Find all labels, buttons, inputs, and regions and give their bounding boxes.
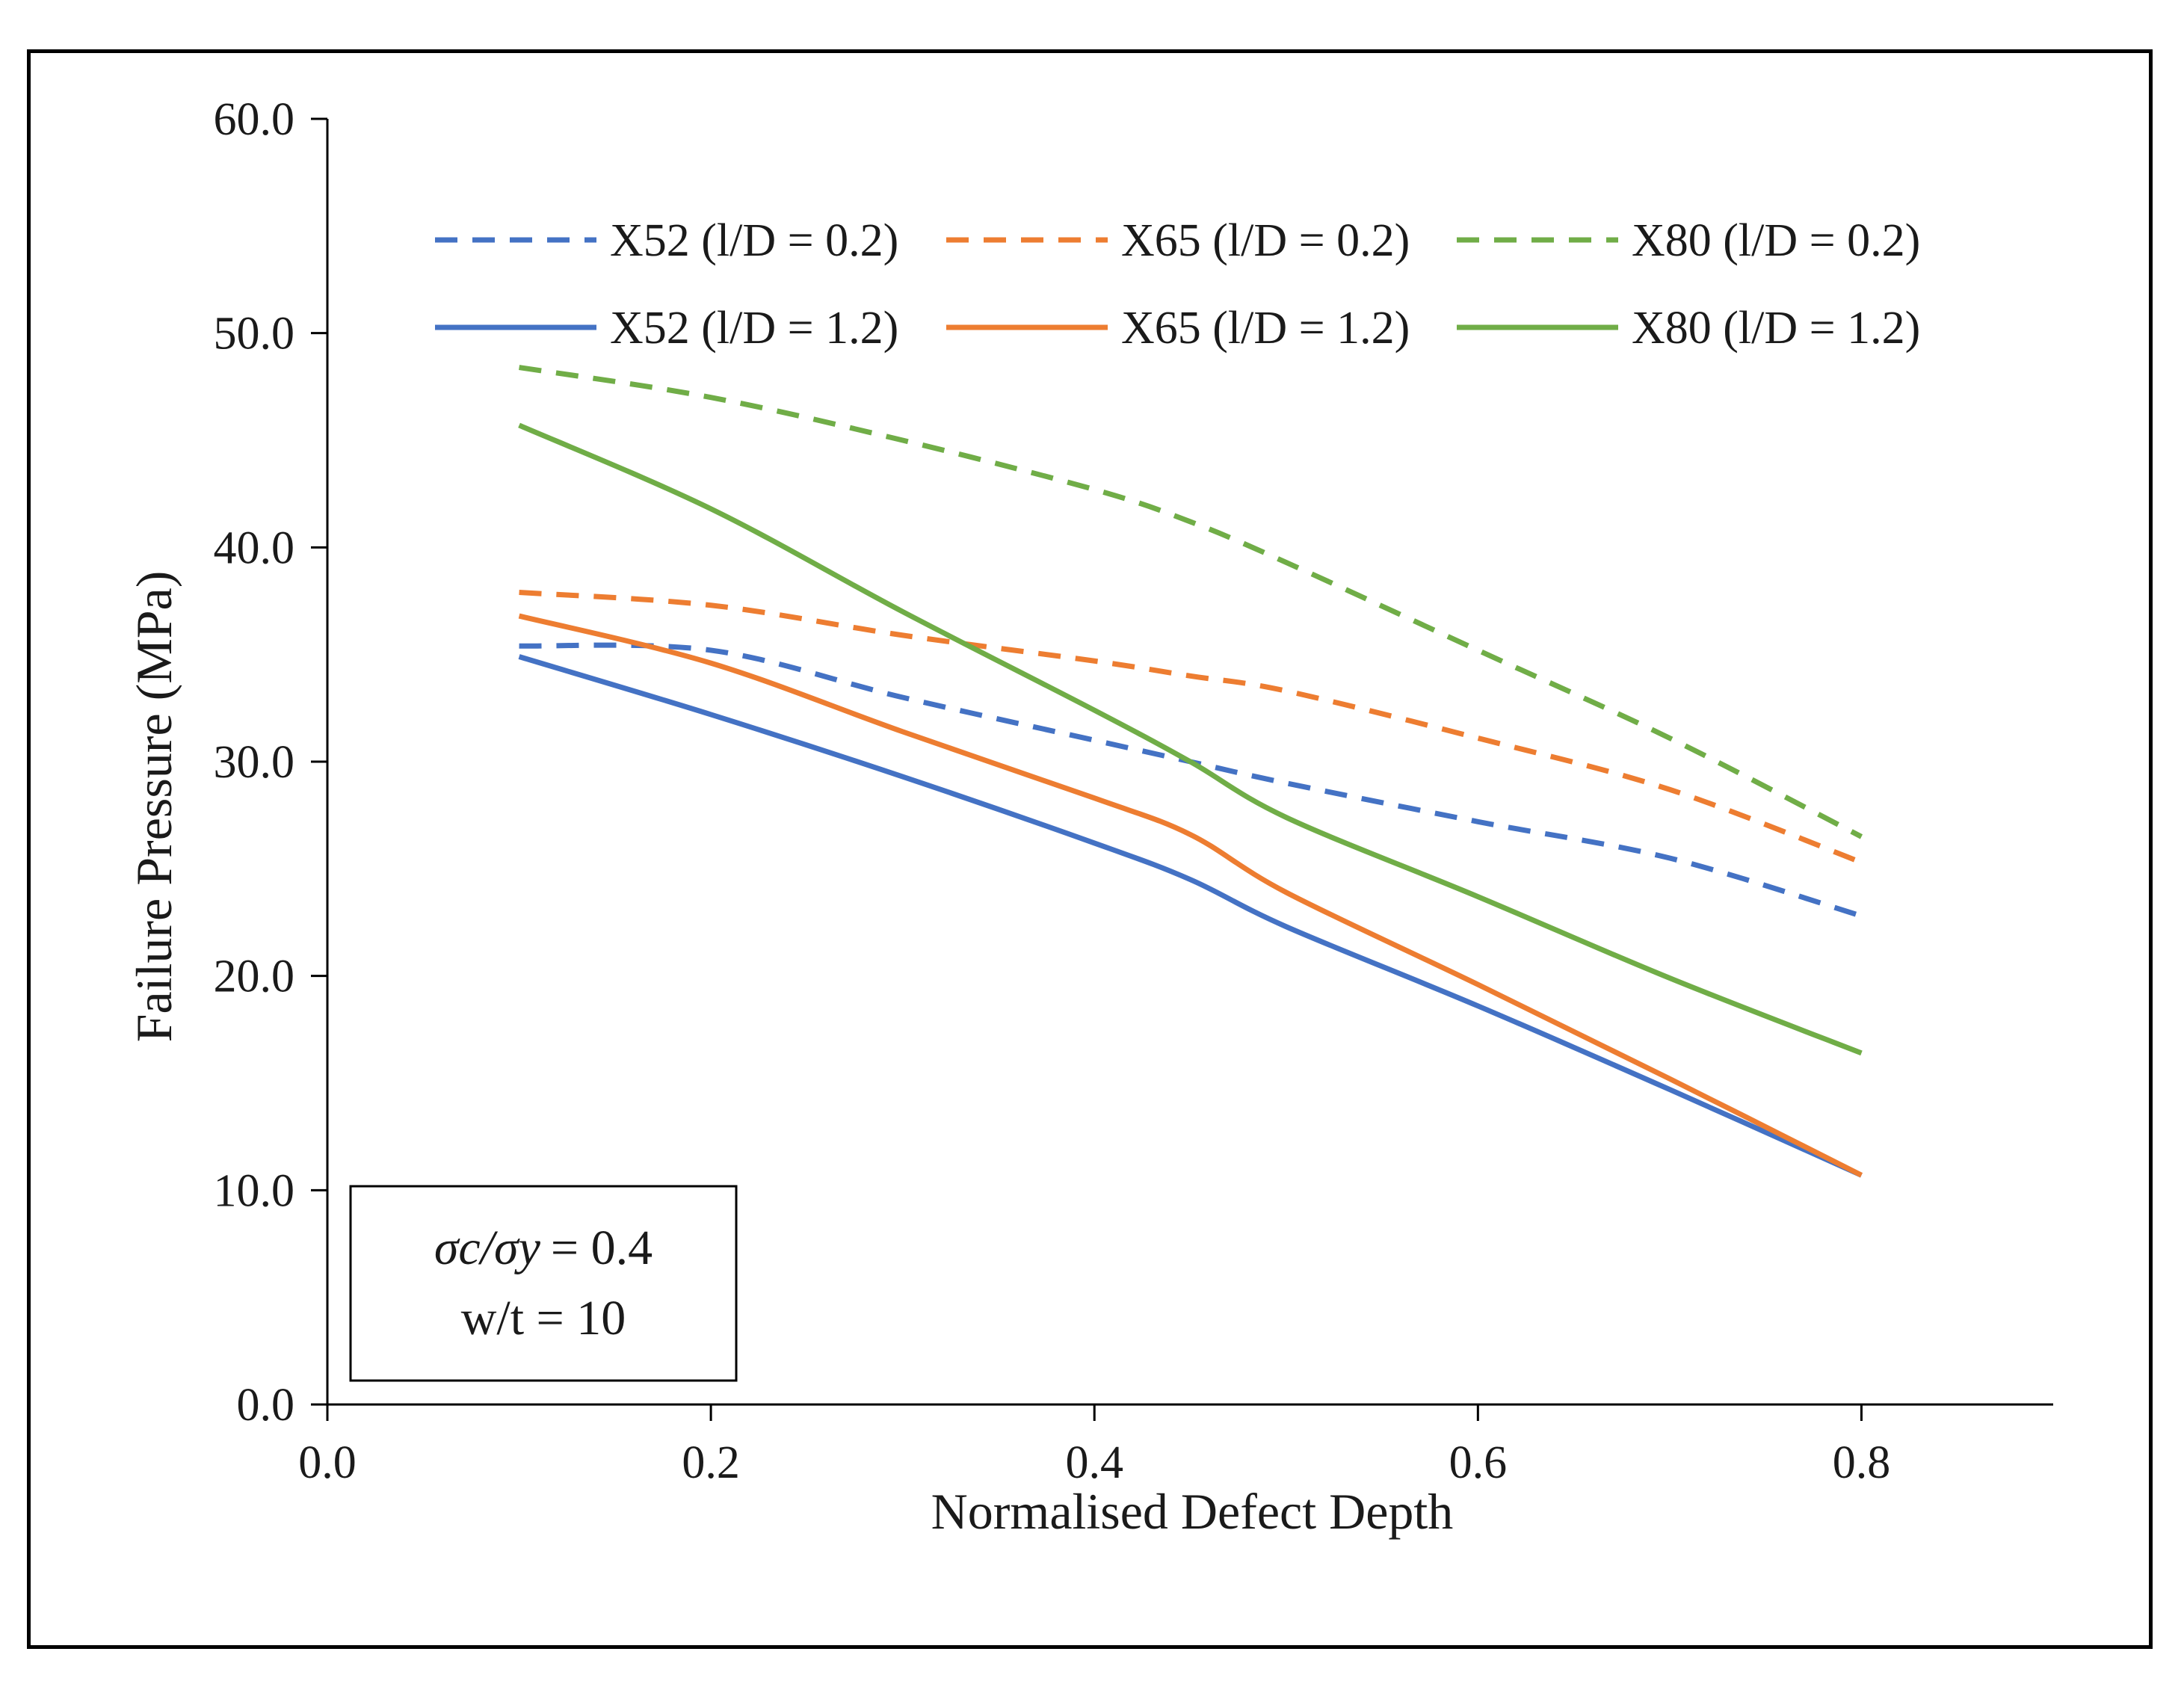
series-line-6 <box>518 422 1863 1056</box>
series-layer <box>518 365 1863 1178</box>
legend-label-1: X52 (l/D = 0.2) <box>610 215 898 266</box>
series-line-4 <box>518 654 1863 1178</box>
y-tick-label: 30.0 <box>214 737 295 788</box>
stress-ratio-symbol: σc/σy <box>434 1221 541 1275</box>
legend-label-6: X80 (l/D = 1.2) <box>1632 303 1920 354</box>
legend-label-2: X65 (l/D = 0.2) <box>1121 215 1410 266</box>
legend-label-5: X65 (l/D = 1.2) <box>1121 303 1410 354</box>
series-line-5 <box>518 613 1863 1178</box>
annotation-border <box>349 1185 738 1382</box>
series-line-2 <box>519 590 1863 866</box>
y-tick-label: 10.0 <box>214 1165 295 1216</box>
annotation-line-1: σc/σy = 0.4 <box>434 1221 653 1275</box>
legend-label-4: X52 (l/D = 1.2) <box>610 303 898 354</box>
x-tick-label: 0.8 <box>1833 1437 1891 1488</box>
y-tick-label: 20.0 <box>214 952 295 1002</box>
y-tick-label: 50.0 <box>214 309 295 360</box>
parameter-annotation-box: σc/σy = 0.4 w/t = 10 <box>349 1185 738 1382</box>
y-tick-label: 0.0 <box>237 1380 295 1431</box>
stress-ratio-value: = 0.4 <box>551 1221 653 1275</box>
legend: X52 (l/D = 0.2) X65 (l/D = 0.2) X80 (l/D =… <box>435 215 1920 354</box>
x-axis-title: Normalised Defect Depth <box>931 1483 1454 1540</box>
x-tick-label: 0.4 <box>1065 1437 1123 1488</box>
x-tick-label: 0.2 <box>682 1437 740 1488</box>
series-line-1 <box>519 642 1863 919</box>
chart-frame: 0.0 10.0 20.0 30.0 40.0 50.0 60.0 0.0 0.2 0.4 0.6 0… <box>27 49 2153 1649</box>
series-line-3 <box>519 365 1863 839</box>
x-tick-label: 0.0 <box>298 1437 357 1488</box>
y-axis-title: Failure Pressure (MPa) <box>126 571 182 1043</box>
annotation-line-2: w/t = 10 <box>461 1291 626 1345</box>
x-tick-label: 0.6 <box>1449 1437 1508 1488</box>
axes: 0.0 10.0 20.0 30.0 40.0 50.0 60.0 0.0 0.2 0.4 0.6 0… <box>214 94 2053 1488</box>
legend-label-3: X80 (l/D = 0.2) <box>1632 215 1920 266</box>
line-chart: 0.0 10.0 20.0 30.0 40.0 50.0 60.0 0.0 0.2 0.4 0.6 0… <box>126 94 2053 1540</box>
y-tick-label: 40.0 <box>214 522 295 573</box>
y-tick-label: 60.0 <box>214 94 295 145</box>
